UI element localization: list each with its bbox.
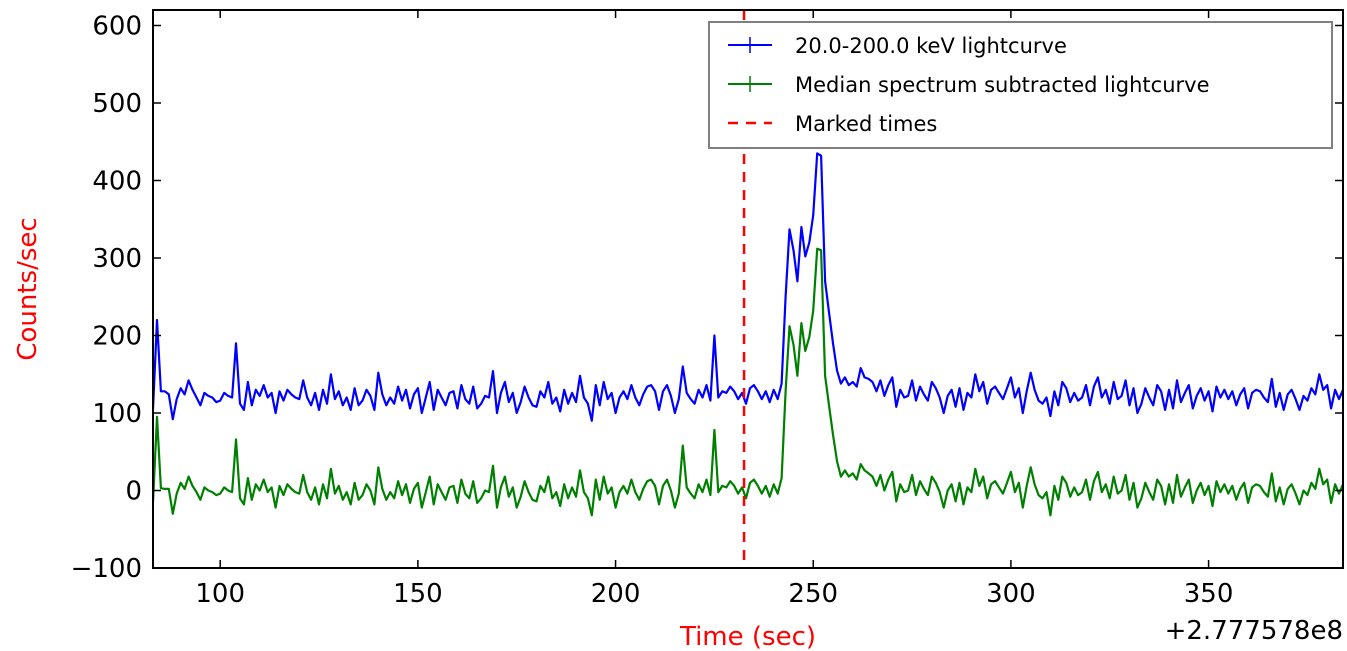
y-tick-label: 400 (92, 167, 142, 197)
y-tick-label: 0 (125, 477, 142, 507)
y-tick-label: −100 (71, 554, 142, 584)
x-tick-label: 150 (393, 579, 443, 609)
x-axis-label: Time (sec) (679, 622, 816, 651)
x-axis-offset-label: +2.777578e8 (1165, 616, 1343, 646)
plot-border (152, 9, 1344, 569)
x-tick-label: 300 (986, 579, 1036, 609)
y-tick-label: 500 (92, 89, 142, 119)
x-tick-label: 100 (195, 579, 245, 609)
x-axis-ticks: 100 150 200 250 300 350 (195, 10, 1233, 609)
series-layer (153, 152, 1343, 517)
y-tick-label: 300 (92, 244, 142, 274)
legend-label-red: Marked times (795, 112, 937, 136)
y-axis-label: Counts/sec (13, 217, 43, 360)
y-tick-label: 200 (92, 322, 142, 352)
legend-label-blue: 20.0-200.0 keV lightcurve (795, 34, 1067, 58)
y-tick-label: 600 (92, 12, 142, 42)
x-tick-label: 250 (788, 579, 838, 609)
y-axis-ticks: −100 0 100 200 300 400 500 600 (71, 12, 1343, 584)
x-tick-label: 200 (591, 579, 641, 609)
x-tick-label: 350 (1184, 579, 1234, 609)
y-tick-label: 100 (92, 399, 142, 429)
series-line-0 (153, 152, 1343, 422)
legend-label-green: Median spectrum subtracted lightcurve (795, 73, 1210, 97)
legend-box (708, 21, 1333, 149)
series-line-1 (153, 247, 1343, 517)
legend: 20.0-200.0 keV lightcurve Median spectru… (708, 21, 1333, 149)
